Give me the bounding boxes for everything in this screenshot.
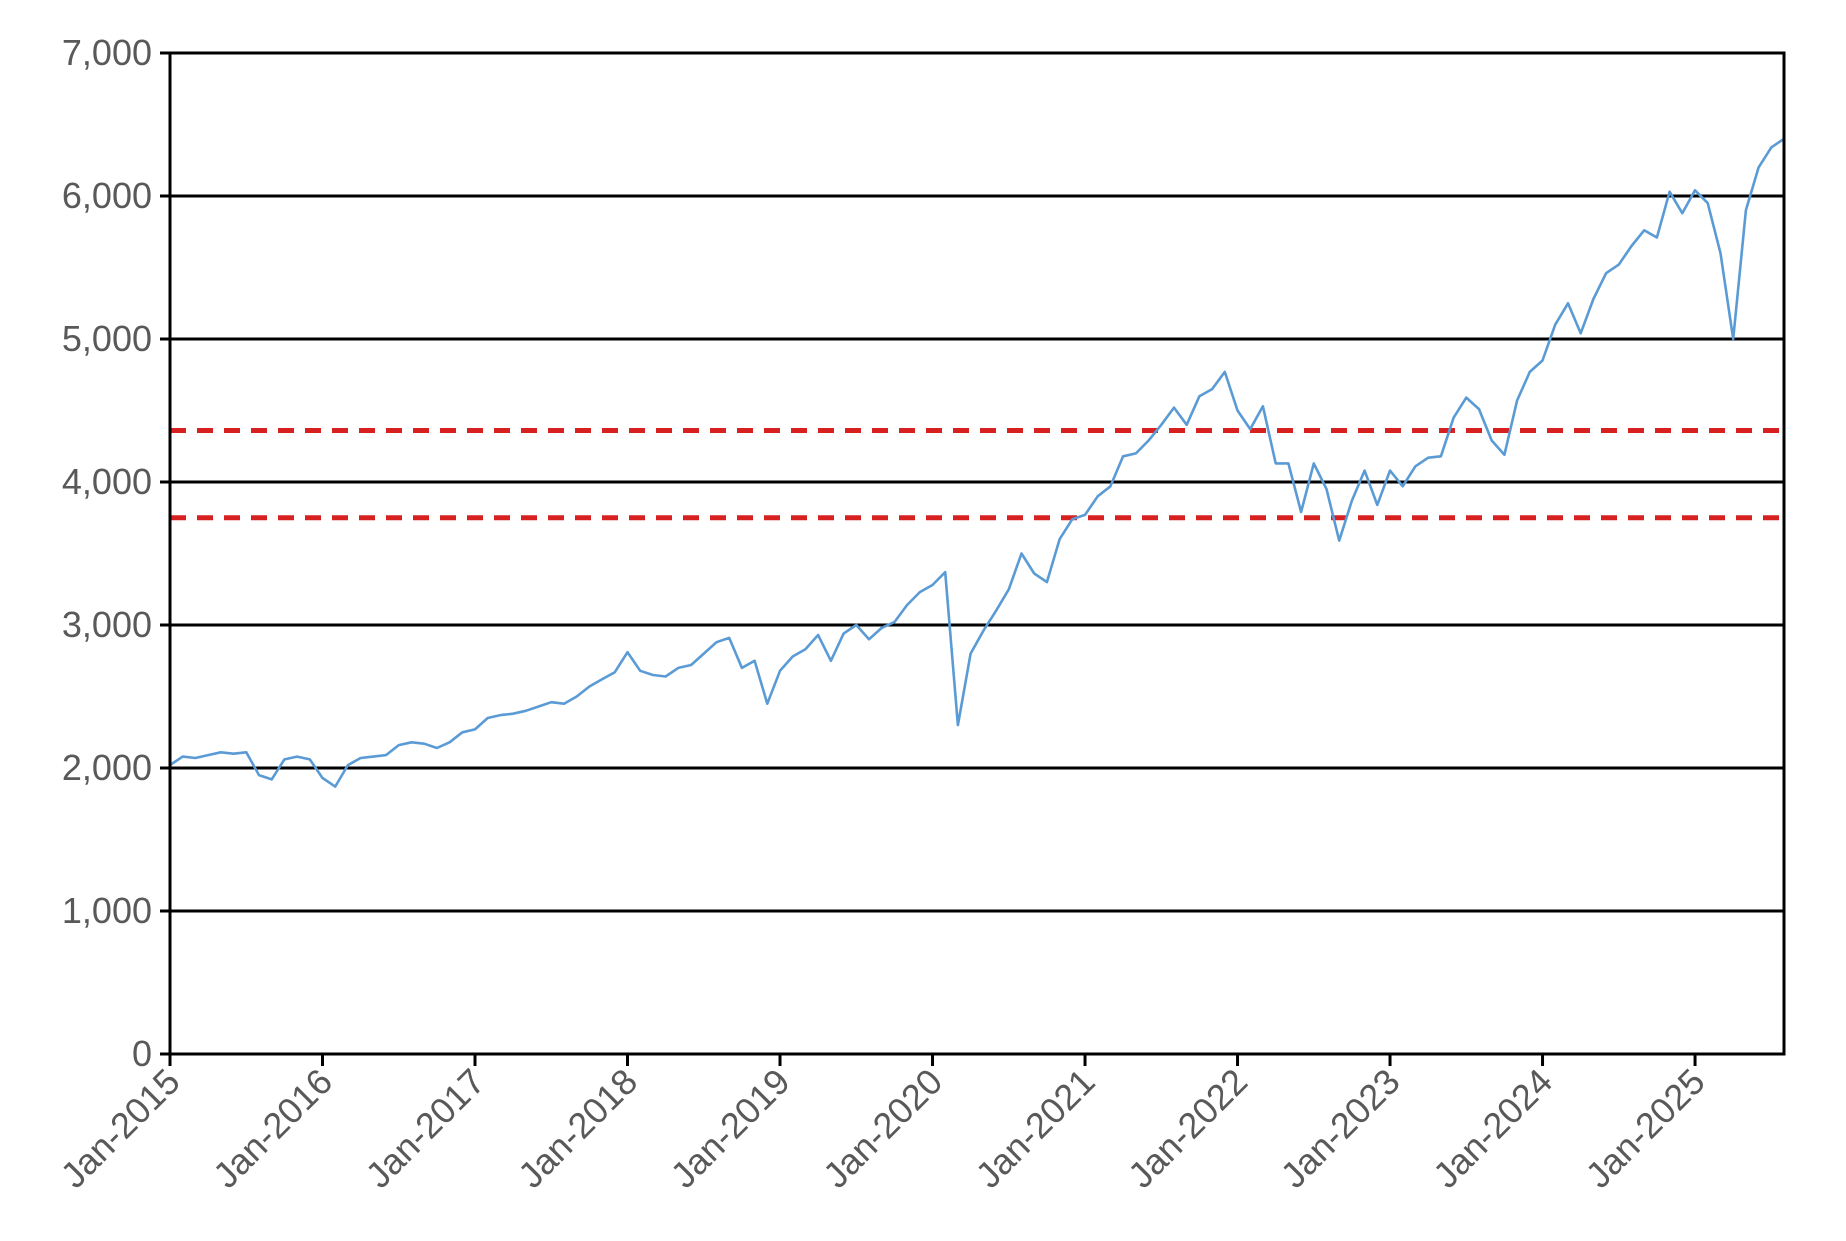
axes	[160, 51, 1786, 1066]
y-tick-label: 3,000	[62, 604, 152, 645]
series-layer	[168, 137, 1786, 788]
x-tick-label: Jan-2018	[510, 1061, 645, 1196]
y-tick-label: 4,000	[62, 461, 152, 502]
series-line	[168, 137, 1786, 788]
y-tick-label: 1,000	[62, 890, 152, 931]
x-tick-label: Jan-2019	[663, 1061, 798, 1196]
y-tick-label: 6,000	[62, 175, 152, 216]
x-axis-tick-labels: Jan-2015 Jan-2016 Jan-2017 Jan-2018 Jan-2019…	[53, 1061, 1713, 1196]
x-tick-label: Jan-2025	[1578, 1061, 1713, 1196]
y-tick-label: 7,000	[62, 32, 152, 73]
x-tick-label: Jan-2020	[815, 1061, 950, 1196]
x-tick-label: Jan-2015	[53, 1061, 188, 1196]
x-tick-label: Jan-2016	[205, 1061, 340, 1196]
x-tick-label: Jan-2023	[1273, 1061, 1408, 1196]
x-tick-label: Jan-2022	[1120, 1061, 1255, 1196]
x-tick-label: Jan-2017	[358, 1061, 493, 1196]
y-tick-label: 5,000	[62, 318, 152, 359]
plot-frame	[168, 51, 1786, 1056]
x-tick-label: Jan-2024	[1425, 1061, 1560, 1196]
y-tick-label: 2,000	[62, 747, 152, 788]
x-tick-label: Jan-2021	[968, 1061, 1103, 1196]
y-tick-label: 0	[132, 1033, 152, 1074]
reference-lines	[170, 428, 1784, 521]
y-axis-tick-labels: 0 1,000 2,000 3,000 4,000 5,000 6,000 7,000	[62, 32, 152, 1074]
gridlines	[170, 51, 1784, 913]
